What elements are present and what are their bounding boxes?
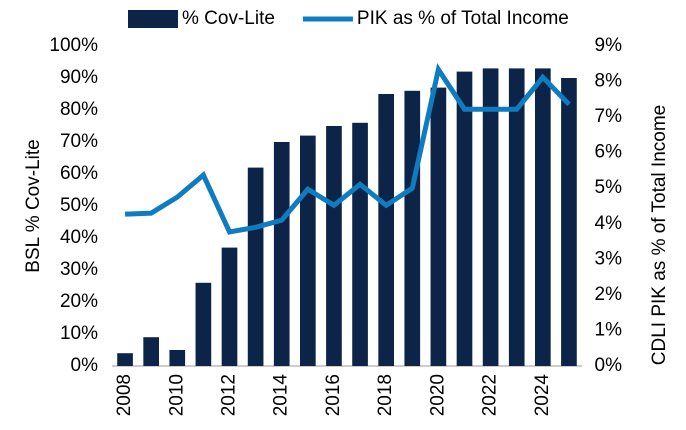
y2-tick-label: 1% [595, 319, 623, 340]
bar [535, 68, 551, 367]
y-tick-label: 60% [60, 163, 98, 184]
x-tick-label: 2024 [532, 374, 553, 417]
y-tick-label: 100% [49, 35, 98, 56]
line [124, 63, 571, 235]
y2-tick-label: 7% [595, 106, 623, 127]
x-tick-label: 2022 [480, 374, 501, 416]
x-tick-label: 2008 [114, 374, 135, 416]
bar [378, 94, 394, 366]
bar [326, 126, 342, 366]
bar [300, 135, 316, 366]
y2-tick-label: 0% [595, 355, 623, 376]
y-tick-label: 80% [60, 99, 98, 120]
bar [169, 350, 186, 366]
y-tick-label: 90% [60, 67, 98, 88]
bar [247, 167, 264, 366]
bar [143, 337, 159, 366]
y2-tick-label: 4% [595, 213, 623, 234]
y2-tick-label: 6% [595, 142, 623, 163]
bar [195, 282, 212, 366]
y-tick-label: 0% [71, 355, 99, 376]
y-tick-label: 10% [60, 323, 98, 344]
legend-swatch [128, 10, 178, 28]
y2-tick-label: 5% [595, 177, 623, 198]
bar [430, 87, 447, 366]
x-tick-label: 2014 [271, 374, 292, 417]
bar [352, 122, 368, 366]
bar [117, 353, 133, 366]
y2-tick-label: 9% [595, 35, 623, 56]
y-tick-label: 20% [60, 291, 98, 312]
x-tick-label: 2020 [427, 374, 448, 416]
y-tick-label: 40% [60, 227, 98, 248]
x-tick-label: 2012 [219, 374, 240, 416]
bar [221, 247, 238, 366]
y2-tick-label: 3% [595, 248, 623, 269]
bar [404, 90, 421, 367]
x-tick-label: 2018 [375, 374, 396, 416]
y2-tick-label: 8% [595, 71, 623, 92]
bar [482, 68, 499, 367]
y-tick-label: 30% [60, 259, 98, 280]
y-tick-label: 70% [60, 131, 98, 152]
y-axis-title: BSL % Cov-Lite [23, 139, 44, 272]
bar [508, 68, 525, 367]
bar [561, 78, 577, 366]
x-tick-label: 2010 [166, 374, 187, 416]
y2-tick-label: 2% [595, 284, 623, 305]
y2-axis-title: CDLI PIK as % of Total Income [649, 105, 670, 366]
bar [273, 142, 290, 366]
x-tick-label: 2016 [323, 374, 344, 416]
legend-label: PIK as % of Total Income [357, 8, 569, 29]
bar [456, 71, 473, 366]
legend-label: % Cov-Lite [182, 8, 275, 29]
y-tick-label: 50% [60, 195, 98, 216]
